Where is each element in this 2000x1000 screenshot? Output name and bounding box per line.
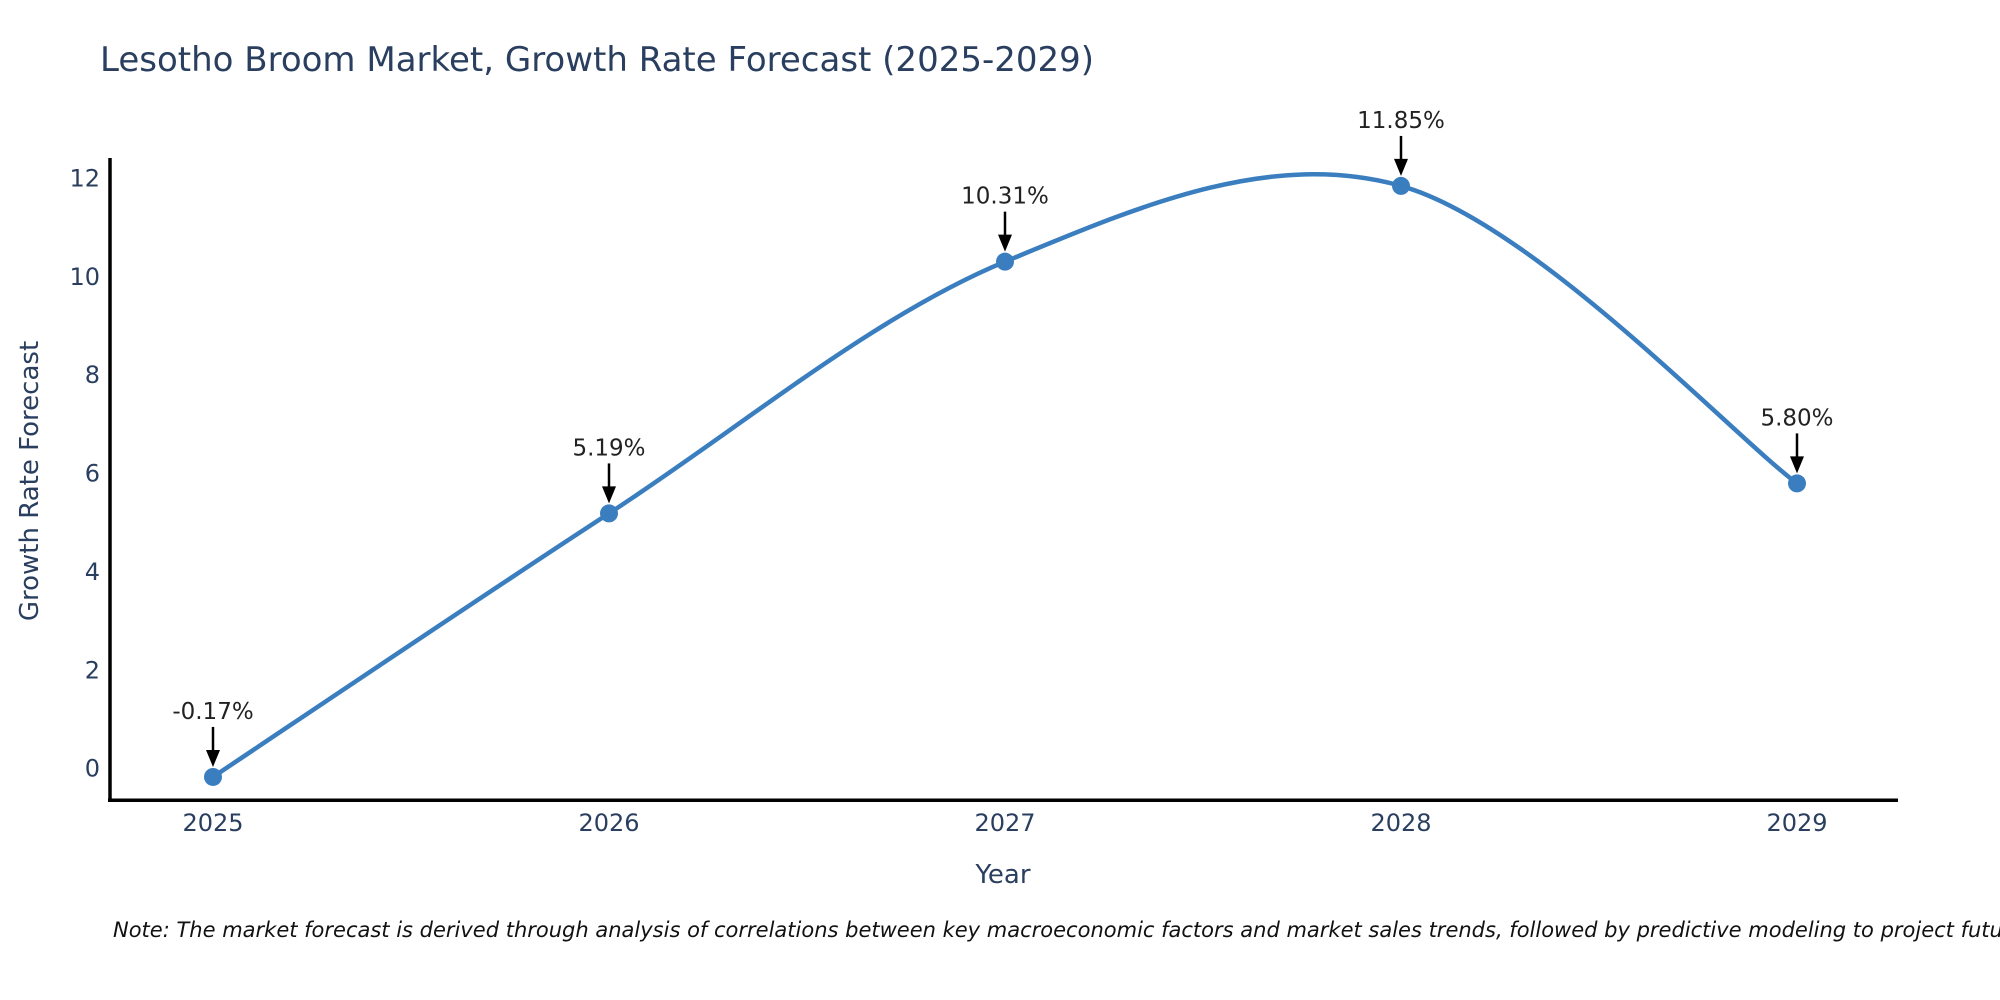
footnote: Note: The market forecast is derived thr… (113, 918, 2000, 942)
data-point-marker[interactable] (996, 252, 1014, 271)
annotation-arrowhead (602, 486, 616, 504)
chart-title: Lesotho Broom Market, Growth Rate Foreca… (100, 40, 1095, 80)
data-point-marker[interactable] (1392, 176, 1410, 195)
data-point-marker[interactable] (600, 504, 618, 523)
data-point-marker[interactable] (1788, 474, 1806, 493)
x-tick-label: 2029 (1766, 809, 1827, 837)
x-axis-title: Year (975, 860, 1031, 890)
point-value-label: 11.85% (1357, 108, 1445, 134)
annotation-arrowhead (998, 234, 1012, 252)
point-value-label: 5.19% (572, 435, 645, 461)
x-tick-label: 2026 (578, 809, 639, 837)
y-tick-label: 6 (85, 460, 100, 488)
y-tick-label: 0 (85, 755, 100, 783)
point-value-label: 5.80% (1760, 405, 1833, 431)
y-tick-label: 12 (69, 165, 100, 193)
point-value-label: -0.17% (172, 699, 253, 725)
x-tick-label: 2028 (1370, 809, 1431, 837)
annotation-arrowhead (1394, 158, 1408, 176)
x-tick-label: 2025 (182, 809, 243, 837)
y-tick-label: 4 (85, 558, 100, 586)
y-tick-label: 2 (85, 656, 100, 684)
y-tick-label: 8 (85, 361, 100, 389)
y-tick-label: 10 (69, 263, 100, 291)
point-value-label: 10.31% (961, 184, 1049, 210)
x-tick-label: 2027 (974, 809, 1035, 837)
annotation-arrowhead (206, 749, 220, 767)
data-point-marker[interactable] (204, 767, 222, 786)
annotation-arrowhead (1790, 456, 1804, 474)
